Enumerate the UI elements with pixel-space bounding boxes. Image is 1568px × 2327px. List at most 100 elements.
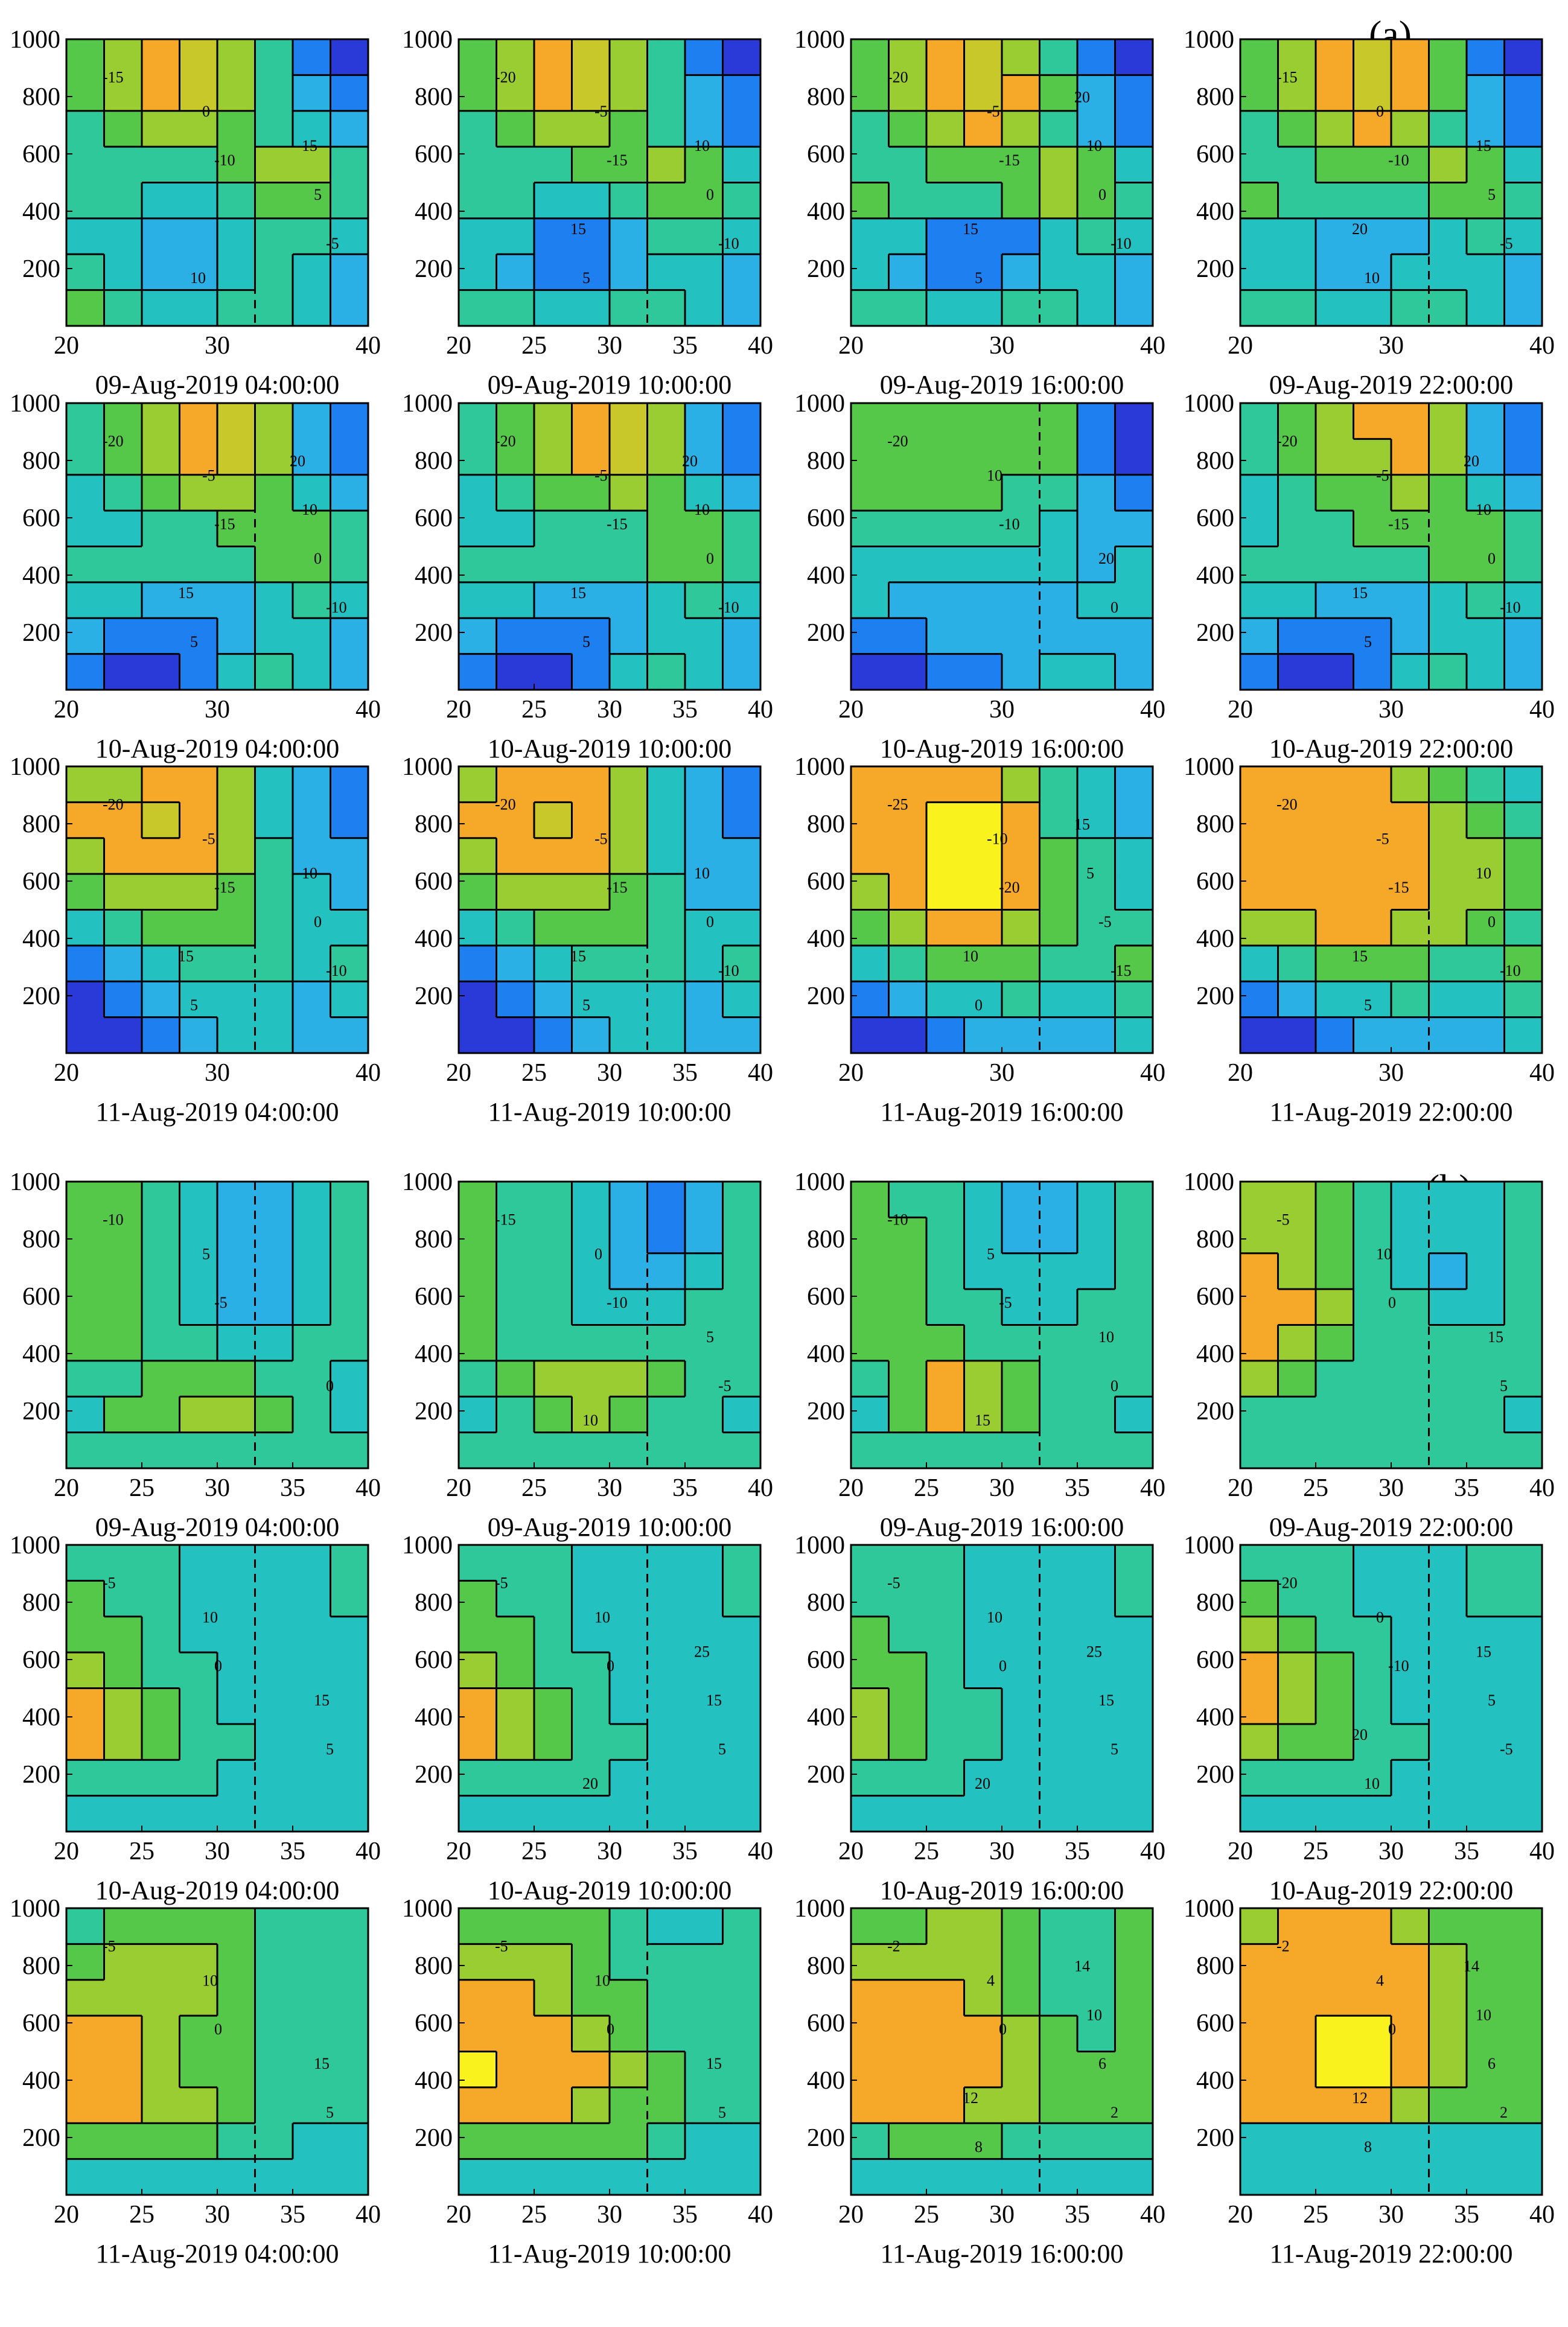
contour-label: -5 xyxy=(202,466,215,484)
contour-cell xyxy=(217,766,256,803)
y-tick-label: 800 xyxy=(807,1589,845,1617)
contour-cell xyxy=(534,511,573,547)
contour-cell xyxy=(293,2016,331,2052)
contour-cell xyxy=(1391,909,1430,946)
contour-cell xyxy=(496,1581,535,1617)
x-tick-label: 25 xyxy=(914,2201,939,2229)
contour-cell xyxy=(722,182,760,219)
contour-cell xyxy=(217,1360,256,1398)
contour-cell xyxy=(1240,654,1279,690)
contour-cell xyxy=(104,1795,142,1832)
contour-cell xyxy=(142,2123,180,2160)
contour-cell xyxy=(255,945,293,982)
contour-cell xyxy=(534,2159,573,2195)
contour-cell xyxy=(610,1545,648,1582)
contour-cell xyxy=(888,1581,927,1617)
contour-cell xyxy=(647,838,686,875)
contour-cell xyxy=(104,1581,142,1617)
contour-cell xyxy=(66,2159,105,2195)
contour-label: -5 xyxy=(214,1294,228,1311)
contour-cell xyxy=(66,766,105,803)
contour-label: 10 xyxy=(1476,2006,1491,2023)
contour-cell xyxy=(722,582,760,619)
contour-cell xyxy=(330,546,368,583)
contour-cell xyxy=(1039,290,1078,326)
contour-cell xyxy=(1467,218,1505,255)
contour-cell xyxy=(1077,1182,1116,1218)
contour-cell xyxy=(66,1795,105,1832)
contour-cell xyxy=(459,1325,497,1361)
x-tick-label: 25 xyxy=(521,2201,547,2229)
contour-cell xyxy=(1002,75,1041,112)
contour-cell xyxy=(534,1545,573,1582)
contour-label: 5 xyxy=(1111,1740,1118,1758)
contour-cell xyxy=(1353,802,1392,839)
contour-cell xyxy=(1353,1979,1392,2017)
contour-cell xyxy=(926,1182,965,1218)
contour-cell xyxy=(459,1217,497,1254)
contour-label: 15 xyxy=(706,2055,722,2072)
contour-cell xyxy=(1504,981,1542,1018)
y-tick-label: 800 xyxy=(1196,1589,1234,1617)
contour-cell xyxy=(610,147,648,183)
contour-cell xyxy=(888,1688,927,1725)
contour-cell xyxy=(647,290,686,326)
panel-caption: 10-Aug-2019 22:00:00 xyxy=(1269,734,1514,763)
contour-cell xyxy=(1278,1182,1316,1218)
contour-label: -2 xyxy=(1276,1937,1290,1955)
contour-cell xyxy=(1278,254,1316,291)
contour-cell xyxy=(1115,1545,1153,1582)
y-tick-label: 600 xyxy=(1196,1646,1234,1674)
x-tick-label: 20 xyxy=(838,696,864,724)
contour-cell xyxy=(647,39,686,76)
contour-cell xyxy=(496,766,535,803)
contour-cell xyxy=(1002,981,1041,1018)
contour-cell xyxy=(572,1253,610,1290)
y-tick-label: 400 xyxy=(807,2067,845,2095)
y-tick-label: 200 xyxy=(22,619,60,647)
y-tick-label: 600 xyxy=(1196,505,1234,532)
contour-cell xyxy=(851,1182,890,1218)
contour-cell xyxy=(1077,218,1116,255)
x-tick-label: 25 xyxy=(129,2201,155,2229)
contour-lines xyxy=(1240,403,1542,690)
contour-cell xyxy=(1316,1432,1354,1468)
contour-cell xyxy=(685,218,724,255)
contour-cell xyxy=(142,838,180,875)
contour-cell xyxy=(1391,2051,1430,2088)
y-tick-label: 400 xyxy=(1196,562,1234,590)
contour-cell xyxy=(1115,1616,1153,1654)
contour-cell xyxy=(926,290,965,326)
contour-cell xyxy=(1429,1688,1467,1725)
contour-cell xyxy=(685,1688,724,1725)
y-tick-label: 800 xyxy=(22,447,60,475)
contour-cell xyxy=(926,1360,965,1398)
x-tick-label: 35 xyxy=(1454,1838,1479,1865)
contour-cell xyxy=(1278,1760,1316,1797)
contour-cell xyxy=(1278,511,1316,547)
contour-label: 5 xyxy=(987,1245,995,1262)
contour-cell xyxy=(330,511,368,547)
contour-cell xyxy=(1039,511,1078,547)
contour-cell xyxy=(330,474,368,512)
contour-cell xyxy=(1429,1760,1467,1797)
contour-cell xyxy=(104,1908,142,1945)
contour-cell xyxy=(964,838,1002,875)
contour-cell xyxy=(1002,439,1041,476)
contour-cell xyxy=(572,290,610,326)
y-tick-label: 800 xyxy=(807,447,845,475)
contour-cell xyxy=(888,110,927,148)
contour-lines xyxy=(851,1545,1153,1797)
contour-label: -5 xyxy=(987,103,1000,120)
contour-cell xyxy=(255,1581,293,1617)
contour-cell xyxy=(1467,2123,1505,2160)
contour-cell xyxy=(685,1795,724,1832)
contour-cell xyxy=(1429,2159,1467,2195)
contour-cell xyxy=(534,1325,573,1361)
contour-cell xyxy=(610,254,648,291)
contour-cell xyxy=(293,874,331,911)
contour-cell xyxy=(293,1616,331,1654)
contour-cell xyxy=(1002,838,1041,875)
